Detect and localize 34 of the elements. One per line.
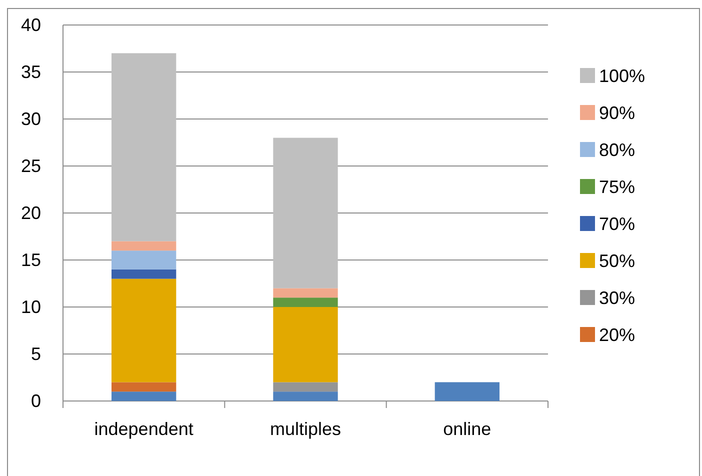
y-tick-label: 30 <box>20 108 41 129</box>
bar <box>273 307 338 382</box>
legend-label: 70% <box>599 214 636 234</box>
legend-label: 90% <box>599 103 636 123</box>
bar <box>434 382 500 401</box>
bar <box>112 269 176 279</box>
y-tick-label: 35 <box>20 62 41 82</box>
bar <box>112 241 176 251</box>
y-tick-label: 40 <box>20 14 41 35</box>
bar <box>273 138 338 288</box>
legend-label: 80% <box>599 140 636 160</box>
bar <box>112 250 176 270</box>
x-tick-label: independent <box>94 419 194 439</box>
y-tick-label: 20 <box>20 202 41 223</box>
bar <box>273 392 338 401</box>
bar <box>112 53 176 242</box>
bar <box>112 278 176 382</box>
y-tick-label: 25 <box>20 156 41 176</box>
legend-label: 20% <box>599 325 636 345</box>
bar <box>273 288 338 298</box>
legend-label: 50% <box>599 251 636 271</box>
y-tick-label: 15 <box>20 250 41 270</box>
y-tick-label: 0 <box>30 390 41 411</box>
y-tick-label: 10 <box>20 296 41 317</box>
bar <box>273 298 338 307</box>
legend-label: 30% <box>599 288 636 308</box>
x-tick-label: online <box>443 419 492 439</box>
y-tick-label: 5 <box>30 344 41 364</box>
bar <box>112 382 176 392</box>
x-tick-label: multiples <box>270 419 342 439</box>
bar <box>273 382 338 392</box>
legend-label: 75% <box>599 177 636 197</box>
legend-label: 100% <box>599 66 646 86</box>
bar <box>112 392 176 401</box>
